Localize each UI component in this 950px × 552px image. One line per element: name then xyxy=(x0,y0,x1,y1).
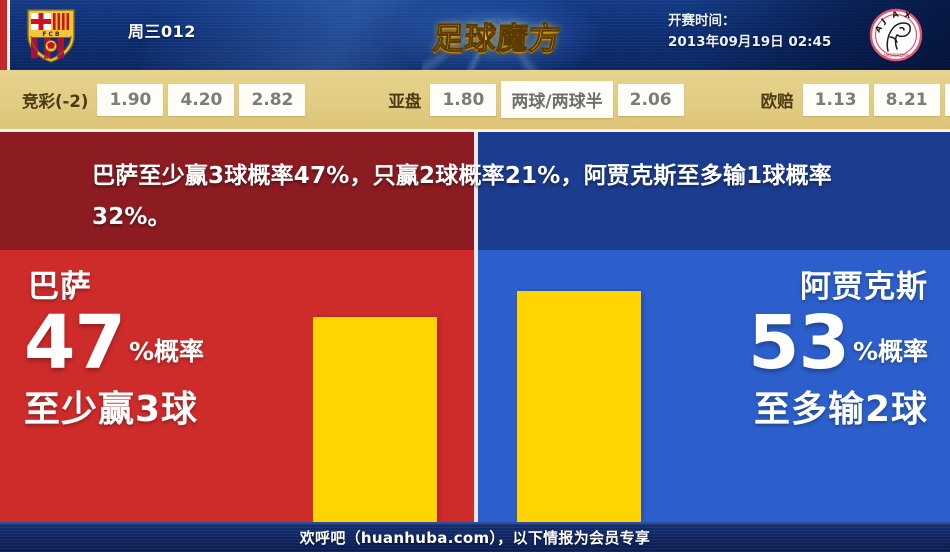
odds-label-oupei: 欧赔 xyxy=(760,91,794,111)
headline-text: 巴萨至少赢3球概率47%，只赢2球概率21%，阿贾克斯至多输1球概率32%。 xyxy=(92,163,832,230)
stat-away-valueline: 53 %概率 xyxy=(747,300,928,386)
svg-text:X: X xyxy=(904,10,913,20)
bar-away xyxy=(517,291,641,522)
probability-chart: 巴萨 47 %概率 至少赢3球 阿贾克斯 53 %概率 至多输2球 xyxy=(0,250,950,522)
svg-text:J: J xyxy=(879,17,888,27)
headline-right-bg xyxy=(478,132,950,250)
svg-text:A: A xyxy=(891,9,900,20)
stat-home-team: 巴萨 xyxy=(28,269,92,305)
odds-cell-yapan-2[interactable]: 2.06 xyxy=(617,83,684,116)
odds-cell-yapan-1[interactable]: 1.80 xyxy=(430,83,497,116)
odds-cell-jingcai-1[interactable]: 1.90 xyxy=(97,83,164,116)
header-accent-stripe xyxy=(0,0,10,70)
odds-cell-jingcai-3[interactable]: 2.82 xyxy=(239,83,306,116)
headline-divider xyxy=(474,132,478,250)
stat-away-value: 53 xyxy=(747,300,850,386)
headline-band: 巴萨至少赢3球概率47%，只赢2球概率21%，阿贾克斯至多输1球概率32%。 xyxy=(0,132,950,250)
odds-label-yapan: 亚盘 xyxy=(388,91,422,111)
bar-home xyxy=(313,317,437,522)
odds-cell-oupei-3[interactable]: 15.61 xyxy=(944,83,950,116)
panel-divider xyxy=(474,250,478,522)
stat-away-value-suffix: %概率 xyxy=(852,337,928,367)
svg-text:AMSTERDAM: AMSTERDAM xyxy=(883,53,909,58)
stat-away: 阿贾克斯 53 %概率 至多输2球 xyxy=(748,272,928,428)
kickoff-time: 2013年09月19日 02:45 xyxy=(668,34,832,50)
odds-group-jingcai: 竞彩(-2) 1.90 4.20 2.82 xyxy=(22,83,310,116)
odds-cell-oupei-1[interactable]: 1.13 xyxy=(802,83,869,116)
footer-top-line xyxy=(0,522,950,524)
brand-rays xyxy=(422,0,572,70)
svg-text:A: A xyxy=(873,23,884,34)
stat-away-team: 阿贾克斯 xyxy=(800,269,928,305)
brand-logo: 足球魔方 xyxy=(392,0,602,70)
header-bar: F C B 周三012 足球魔方 开赛时间： 2013年09月19日 02:45 xyxy=(0,0,950,70)
headline-left-bg xyxy=(0,132,474,250)
stat-home-value: 47 xyxy=(24,300,126,386)
ajax-crest-icon: A J A X AMSTERDAM xyxy=(869,8,923,62)
match-number: 周三012 xyxy=(128,22,196,41)
footer-text: 欢呼吧（huanhuba.com），以下情报为会员专享 xyxy=(299,528,651,547)
stat-home-outcome: 至少赢3球 xyxy=(24,389,199,431)
odds-label-jingcai: 竞彩(-2) xyxy=(22,91,89,111)
stat-home-value-suffix: %概率 xyxy=(128,337,205,367)
brand-logo-text: 足球魔方 xyxy=(431,20,563,57)
fc-barcelona-crest-icon: F C B xyxy=(27,9,75,63)
brand-glow xyxy=(392,0,602,70)
stat-away-outcome: 至多输2球 xyxy=(753,389,928,431)
odds-cell-jingcai-2[interactable]: 4.20 xyxy=(168,83,235,116)
kickoff-label: 开赛时间： xyxy=(668,13,736,29)
svg-text:F C B: F C B xyxy=(42,31,60,38)
stat-home: 巴萨 47 %概率 至少赢3球 xyxy=(24,272,204,428)
kickoff-info: 开赛时间： 2013年09月19日 02:45 xyxy=(668,11,831,53)
odds-group-yapan: 亚盘 1.80 两球/两球半 2.06 xyxy=(388,81,688,118)
footer-bar: 欢呼吧（huanhuba.com），以下情报为会员专享 xyxy=(0,522,950,552)
odds-cell-yapan-handicap[interactable]: 两球/两球半 xyxy=(501,81,613,118)
stat-home-valueline: 47 %概率 xyxy=(24,300,205,386)
odds-cell-oupei-2[interactable]: 8.21 xyxy=(873,83,940,116)
odds-group-oupei: 欧赔 1.13 8.21 15.61 xyxy=(760,83,950,116)
footer-texture xyxy=(0,522,950,552)
odds-bar: 竞彩(-2) 1.90 4.20 2.82 亚盘 1.80 两球/两球半 2.0… xyxy=(0,70,950,132)
